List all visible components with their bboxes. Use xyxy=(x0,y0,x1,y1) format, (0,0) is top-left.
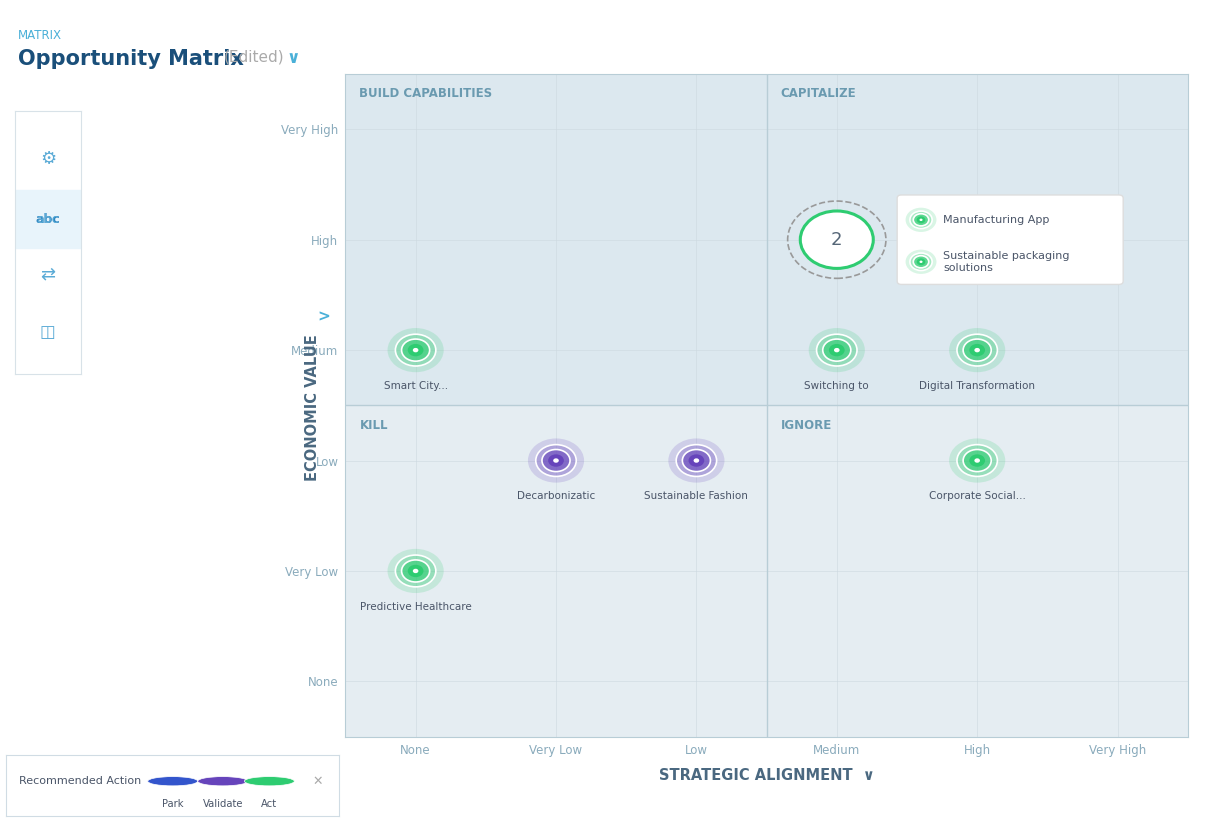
Circle shape xyxy=(553,458,559,463)
Text: MATRIX: MATRIX xyxy=(18,29,62,42)
Circle shape xyxy=(413,348,418,352)
Text: Opportunity Matrix: Opportunity Matrix xyxy=(18,49,244,69)
X-axis label: STRATEGIC ALIGNMENT  ∨: STRATEGIC ALIGNMENT ∨ xyxy=(658,768,875,783)
Text: ✕: ✕ xyxy=(313,774,322,788)
Circle shape xyxy=(800,211,874,268)
Text: Act: Act xyxy=(262,799,278,809)
Circle shape xyxy=(829,344,845,356)
Text: (Edited): (Edited) xyxy=(224,49,285,64)
Circle shape xyxy=(817,334,857,366)
Text: KILL: KILL xyxy=(360,419,388,431)
Circle shape xyxy=(676,444,716,477)
Text: CAPITALIZE: CAPITALIZE xyxy=(781,87,856,100)
Text: Validate: Validate xyxy=(202,799,242,809)
Text: >: > xyxy=(318,309,330,324)
FancyBboxPatch shape xyxy=(897,195,1124,285)
Circle shape xyxy=(974,348,981,352)
Circle shape xyxy=(198,777,247,786)
Circle shape xyxy=(957,444,997,477)
Circle shape xyxy=(542,449,570,472)
Circle shape xyxy=(823,339,851,361)
Circle shape xyxy=(388,328,444,372)
Circle shape xyxy=(395,555,436,587)
Text: 2: 2 xyxy=(831,230,842,249)
Circle shape xyxy=(914,256,928,267)
Circle shape xyxy=(148,777,198,786)
Text: Digital Transformation: Digital Transformation xyxy=(919,381,1035,391)
Circle shape xyxy=(964,339,991,361)
Circle shape xyxy=(407,344,423,356)
Text: Decarbonizatic: Decarbonizatic xyxy=(516,491,595,501)
Circle shape xyxy=(668,439,725,482)
Circle shape xyxy=(395,334,436,366)
Text: Sustainable Fashion: Sustainable Fashion xyxy=(645,491,748,501)
Circle shape xyxy=(970,344,985,356)
Circle shape xyxy=(905,207,937,232)
Circle shape xyxy=(407,565,423,577)
Circle shape xyxy=(964,449,991,472)
Circle shape xyxy=(914,214,928,226)
Circle shape xyxy=(401,339,429,361)
Circle shape xyxy=(949,439,1005,482)
Circle shape xyxy=(693,458,699,463)
Text: Smart City...: Smart City... xyxy=(383,381,447,391)
Text: Manufacturing App: Manufacturing App xyxy=(943,215,1050,225)
Circle shape xyxy=(682,449,710,472)
Circle shape xyxy=(528,439,584,482)
Circle shape xyxy=(536,444,576,477)
Text: abc: abc xyxy=(35,212,61,226)
Circle shape xyxy=(245,777,295,786)
Text: Predictive Healthcare: Predictive Healthcare xyxy=(360,602,471,611)
Text: ◫: ◫ xyxy=(40,323,56,342)
Circle shape xyxy=(910,253,932,271)
Circle shape xyxy=(974,458,981,463)
Circle shape xyxy=(688,454,704,467)
Text: ∨: ∨ xyxy=(286,49,299,67)
Circle shape xyxy=(413,569,418,573)
Circle shape xyxy=(920,261,922,263)
Text: ⚙: ⚙ xyxy=(40,150,56,168)
Text: BUILD CAPABILITIES: BUILD CAPABILITIES xyxy=(360,87,492,100)
Text: Recommended Action: Recommended Action xyxy=(19,775,142,786)
Text: ⇄: ⇄ xyxy=(40,265,56,283)
Text: Switching to: Switching to xyxy=(805,381,869,391)
Text: abc: abc xyxy=(36,212,59,226)
Circle shape xyxy=(834,348,840,352)
Circle shape xyxy=(970,454,985,467)
Text: Park: Park xyxy=(162,799,183,809)
Circle shape xyxy=(957,334,997,366)
Circle shape xyxy=(808,328,865,372)
Circle shape xyxy=(905,249,937,274)
Text: Sustainable packaging
solutions: Sustainable packaging solutions xyxy=(943,250,1070,273)
Circle shape xyxy=(548,454,564,467)
Text: Corporate Social...: Corporate Social... xyxy=(928,491,1025,501)
Text: IGNORE: IGNORE xyxy=(781,419,831,431)
Text: ECONOMIC VALUE: ECONOMIC VALUE xyxy=(305,334,320,481)
Circle shape xyxy=(916,216,925,223)
Circle shape xyxy=(949,328,1005,372)
Circle shape xyxy=(401,560,429,582)
Circle shape xyxy=(916,258,925,265)
Circle shape xyxy=(388,549,444,593)
Circle shape xyxy=(910,211,932,229)
Circle shape xyxy=(920,219,922,221)
